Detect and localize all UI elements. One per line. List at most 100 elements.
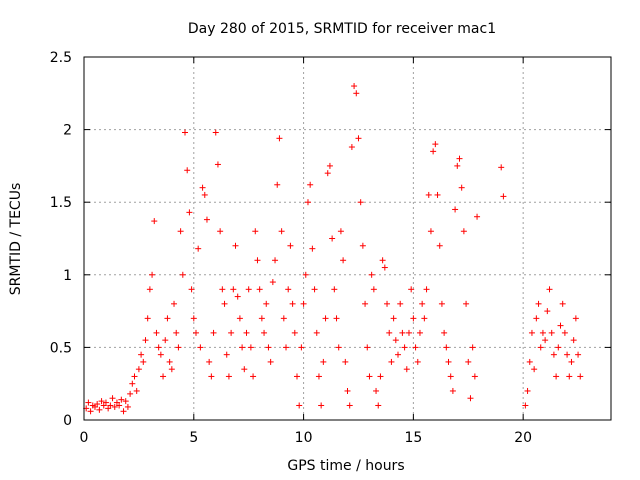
data-point <box>401 344 408 351</box>
data-point <box>302 271 309 278</box>
data-point <box>274 181 281 188</box>
data-point <box>355 135 362 142</box>
data-point <box>138 351 145 358</box>
data-point <box>575 351 582 358</box>
data-point <box>460 228 467 235</box>
data-point <box>160 373 167 380</box>
y-tick-label: 1.5 <box>50 195 72 211</box>
data-point <box>430 148 437 155</box>
data-point <box>535 300 542 307</box>
data-point <box>129 380 136 387</box>
data-point <box>553 373 560 380</box>
data-point <box>243 329 250 336</box>
axis-ticks: 0 0.5 1 1.5 2 2.5 0 5 10 15 20 <box>50 50 611 446</box>
data-point <box>250 373 257 380</box>
data-point <box>186 209 193 216</box>
data-point <box>168 366 175 373</box>
data-point <box>214 161 221 168</box>
y-tick-label: 0 <box>63 413 72 429</box>
data-point <box>550 351 557 358</box>
data-point <box>140 358 147 365</box>
data-point <box>340 257 347 264</box>
data-point <box>324 170 331 177</box>
data-point <box>309 245 316 252</box>
data-point <box>467 395 474 402</box>
data-point <box>276 135 283 142</box>
data-point <box>155 344 162 351</box>
data-point <box>348 144 355 151</box>
data-point <box>384 300 391 307</box>
data-point <box>157 351 164 358</box>
data-point <box>291 329 298 336</box>
data-point <box>164 315 171 322</box>
data-point <box>285 286 292 293</box>
data-point <box>199 184 206 191</box>
data-points <box>83 83 584 415</box>
data-point <box>344 387 351 394</box>
data-point <box>239 344 246 351</box>
data-point <box>463 300 470 307</box>
data-point <box>362 300 369 307</box>
data-point <box>149 271 156 278</box>
data-point <box>166 358 173 365</box>
data-point <box>252 228 259 235</box>
data-point <box>300 300 307 307</box>
data-point <box>289 300 296 307</box>
data-point <box>131 373 138 380</box>
data-point <box>212 129 219 136</box>
data-point <box>408 286 415 293</box>
data-point <box>359 242 366 249</box>
data-point <box>188 286 195 293</box>
data-point <box>452 206 459 213</box>
data-point <box>280 315 287 322</box>
data-point <box>267 358 274 365</box>
data-point <box>390 315 397 322</box>
data-point <box>232 242 239 249</box>
data-point <box>107 402 114 409</box>
data-point <box>498 164 505 171</box>
y-tick-label: 2 <box>63 123 72 139</box>
data-point <box>206 358 213 365</box>
data-point <box>427 228 434 235</box>
data-point <box>386 329 393 336</box>
data-point <box>272 257 279 264</box>
data-point <box>568 358 575 365</box>
x-tick-label: 5 <box>189 430 198 446</box>
data-point <box>566 373 573 380</box>
x-tick-label: 15 <box>404 430 422 446</box>
data-point <box>208 373 215 380</box>
data-point <box>403 366 410 373</box>
data-point <box>548 329 555 336</box>
data-point <box>449 387 456 394</box>
data-point <box>283 344 290 351</box>
data-point <box>559 300 566 307</box>
data-point <box>561 329 568 336</box>
data-point <box>177 228 184 235</box>
data-point <box>256 286 263 293</box>
data-point <box>531 366 538 373</box>
data-point <box>146 286 153 293</box>
data-point <box>421 315 428 322</box>
data-point <box>577 373 584 380</box>
data-point <box>456 155 463 162</box>
data-point <box>269 279 276 286</box>
data-point <box>522 402 529 409</box>
data-point <box>278 228 285 235</box>
data-point <box>528 329 535 336</box>
data-point <box>111 403 118 410</box>
data-point <box>542 337 549 344</box>
y-axis-label: SRMTID / TECUs <box>8 183 24 296</box>
data-point <box>555 344 562 351</box>
data-point <box>320 358 327 365</box>
data-point <box>342 358 349 365</box>
data-point <box>570 337 577 344</box>
data-point <box>203 216 210 223</box>
data-point <box>471 373 478 380</box>
data-point <box>326 162 333 169</box>
data-point <box>127 390 134 397</box>
data-point <box>98 398 105 405</box>
data-point <box>254 257 261 264</box>
data-point <box>399 329 406 336</box>
data-point <box>454 162 461 169</box>
